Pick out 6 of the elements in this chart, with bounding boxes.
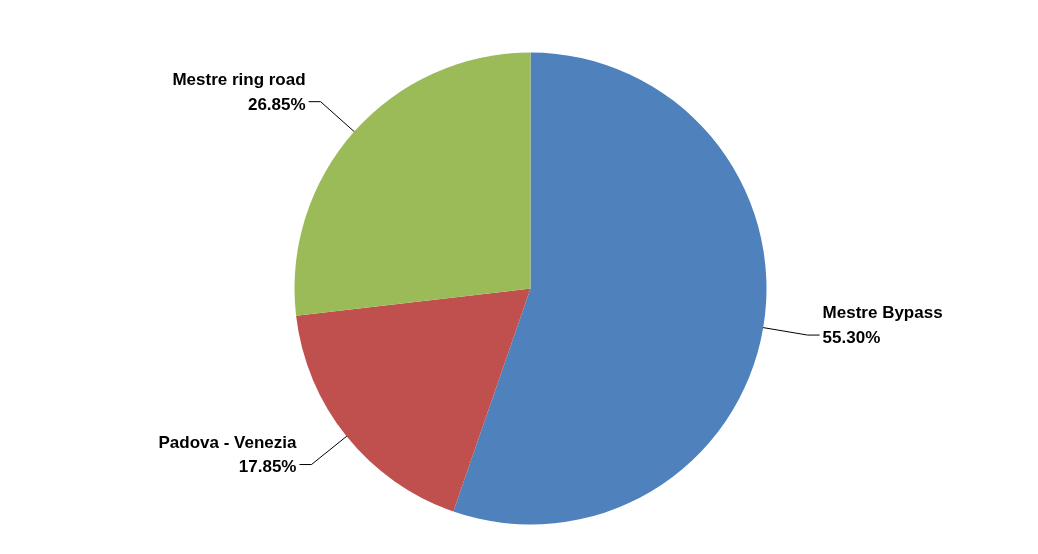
data-label: 17.85% — [238, 457, 297, 477]
slice-label: Mestre Bypass — [822, 303, 943, 323]
slice-label: Mestre ring road — [172, 69, 306, 89]
slice-label: Padova - Venezia — [158, 432, 298, 452]
data-label: 26.85% — [247, 94, 306, 114]
data-label: 55.30% — [822, 327, 881, 347]
